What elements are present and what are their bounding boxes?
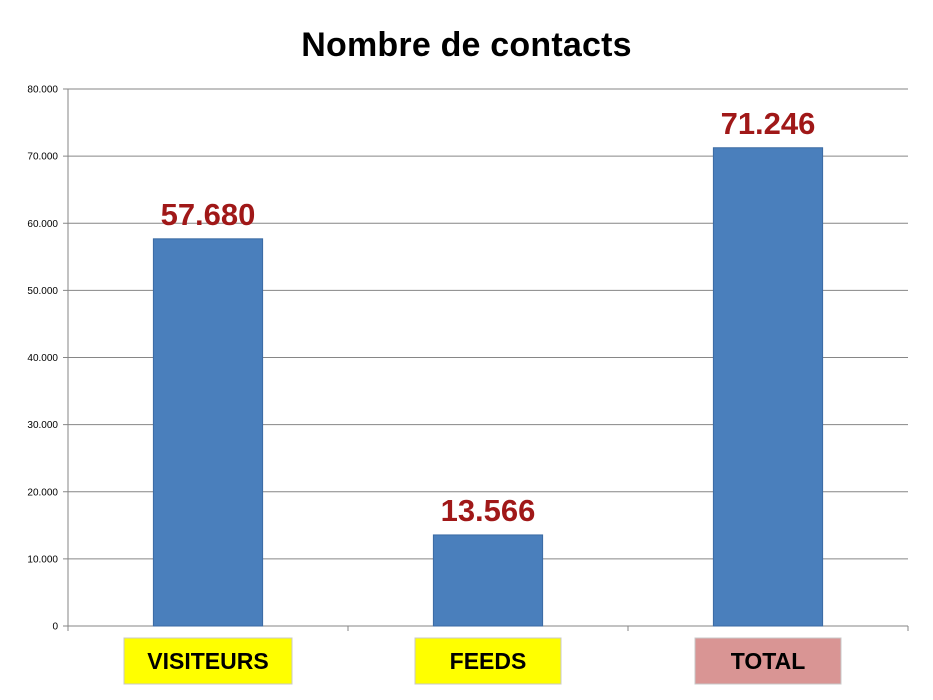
bar (712, 147, 824, 627)
y-tick-label: 60.000 (27, 219, 58, 230)
data-label: 71.246 (721, 106, 816, 141)
bar (432, 534, 544, 627)
y-tick-label: 0 (52, 622, 58, 633)
y-tick-label: 40.000 (27, 353, 58, 364)
category-label: FEEDS (450, 648, 527, 674)
category-label: VISITEURS (147, 648, 268, 674)
y-tick-label: 10.000 (27, 554, 58, 565)
y-tick-label: 50.000 (27, 286, 58, 297)
data-label: 13.566 (441, 493, 536, 528)
y-tick-label: 80.000 (27, 85, 58, 96)
category-label: TOTAL (731, 648, 806, 674)
y-tick-label: 70.000 (27, 152, 58, 163)
category-label-box (414, 637, 562, 685)
y-tick-label: 30.000 (27, 420, 58, 431)
y-tick-label: 20.000 (27, 487, 58, 498)
data-label: 57.680 (161, 197, 256, 232)
category-label-box (123, 637, 293, 685)
category-label-box (694, 637, 842, 685)
chart-title: Nombre de contacts (301, 26, 632, 64)
bar (152, 238, 264, 627)
